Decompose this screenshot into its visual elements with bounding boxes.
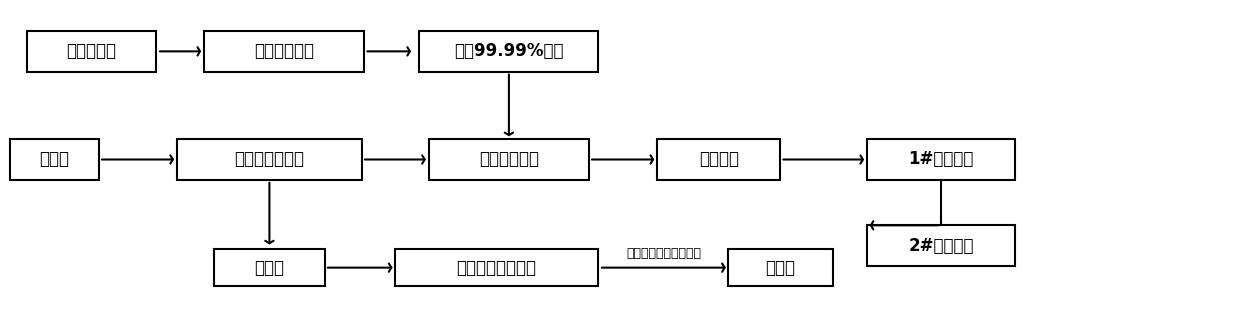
Text: 煤焦油: 煤焦油 <box>40 151 69 168</box>
Bar <box>419 31 599 72</box>
Bar <box>27 31 156 72</box>
Text: 纯度99.99%氢气: 纯度99.99%氢气 <box>454 42 564 60</box>
Bar <box>177 139 362 180</box>
Text: 加氢反应工段: 加氢反应工段 <box>479 151 539 168</box>
Bar <box>867 225 1016 266</box>
Text: 软沥青: 软沥青 <box>254 259 284 277</box>
Text: 加氢预处理工段: 加氢预处理工段 <box>234 151 304 168</box>
Bar <box>657 139 780 180</box>
Bar <box>394 249 599 286</box>
Text: 甲醇施放气: 甲醇施放气 <box>67 42 117 60</box>
Text: 1#精制洗油: 1#精制洗油 <box>908 151 973 168</box>
Bar <box>728 249 833 286</box>
Text: 变压吸附装置: 变压吸附装置 <box>254 42 314 60</box>
Bar <box>429 139 589 180</box>
Bar <box>205 31 365 72</box>
Text: 分馏工段: 分馏工段 <box>699 151 739 168</box>
Bar <box>867 139 1016 180</box>
Text: 碳微球装置反应釜: 碳微球装置反应釜 <box>456 259 537 277</box>
Text: 2#精制洗油: 2#精制洗油 <box>908 237 973 255</box>
Text: 经过分离、压滤、干燥: 经过分离、压滤、干燥 <box>626 247 702 260</box>
Text: 碳微球: 碳微球 <box>765 259 796 277</box>
Bar <box>213 249 325 286</box>
Bar <box>10 139 99 180</box>
